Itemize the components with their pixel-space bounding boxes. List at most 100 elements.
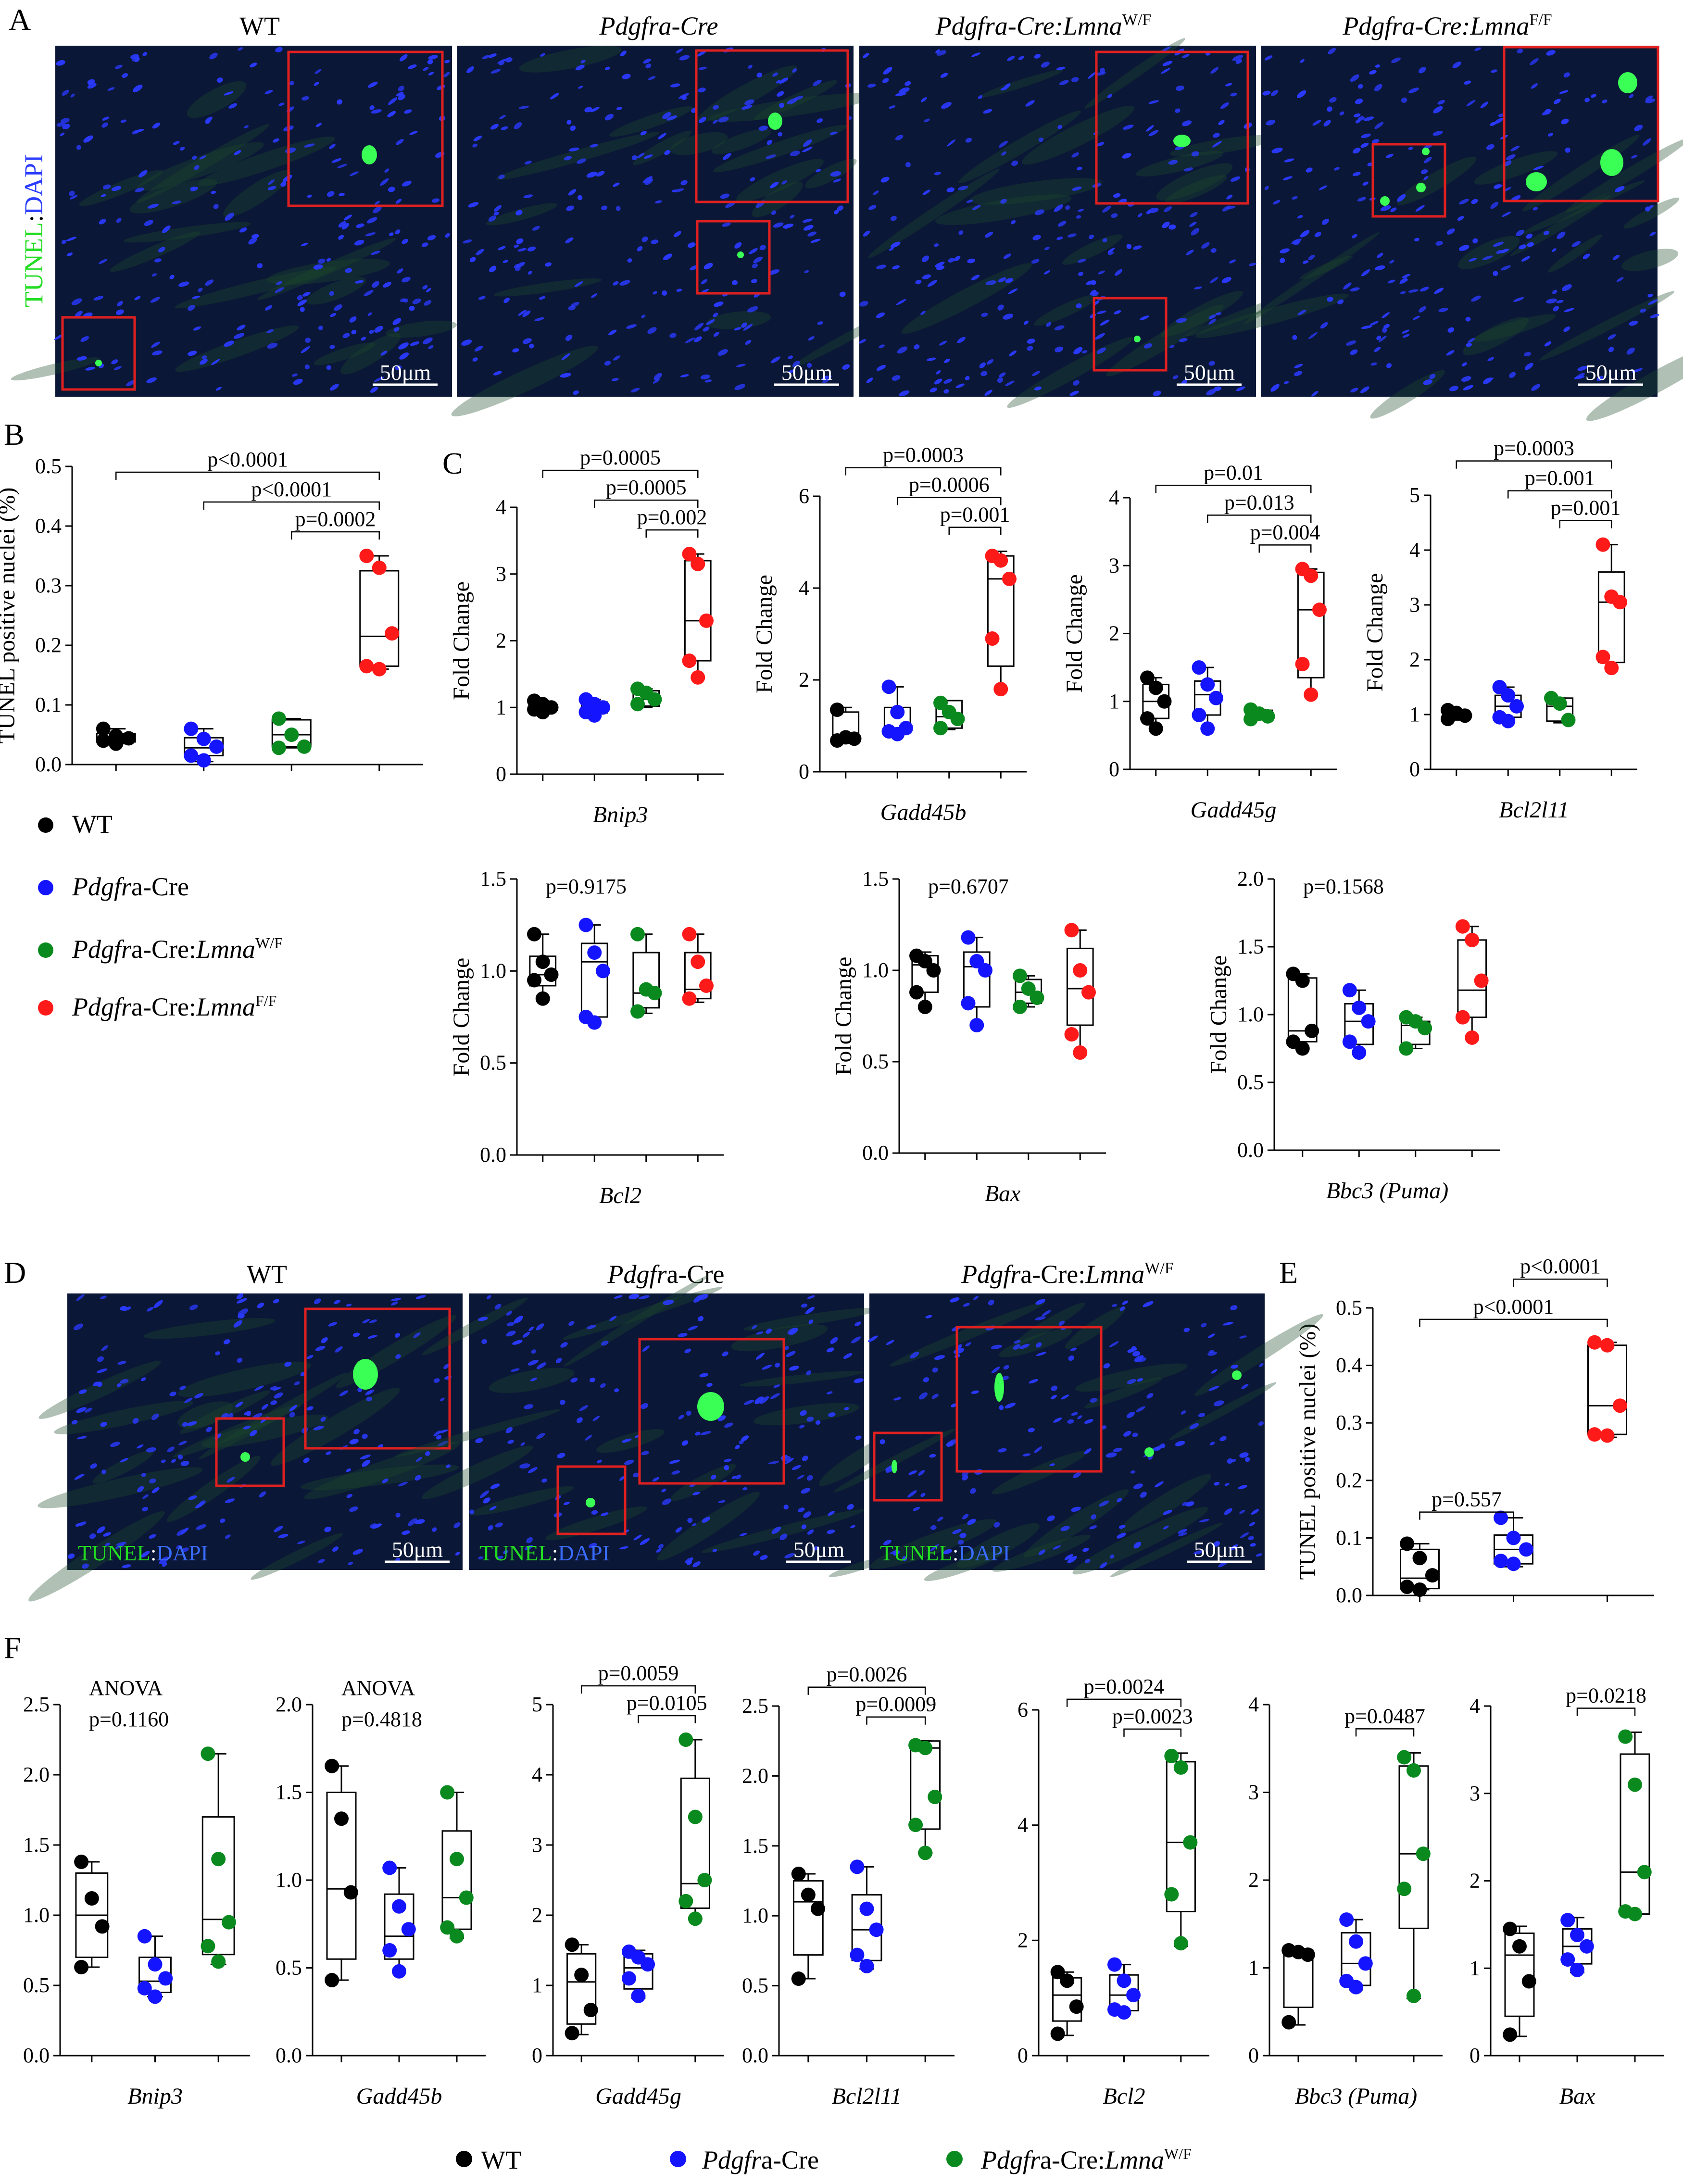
dapi-nucleus: [1098, 1500, 1109, 1507]
dapi-nucleus: [172, 201, 182, 204]
stain-dapi: DAPI: [157, 1541, 208, 1565]
y-tick-label: 0.5: [862, 1050, 889, 1073]
data-point: [1441, 712, 1456, 727]
tissue-streak: [304, 1442, 461, 1500]
significance-bracket: [1513, 1278, 1608, 1287]
dapi-nucleus: [1504, 160, 1512, 166]
dapi-nucleus: [899, 87, 910, 94]
data-point: [440, 1920, 455, 1935]
dapi-nucleus: [1547, 133, 1553, 137]
stain-tunel: TUNEL: [78, 1541, 151, 1565]
dapi-nucleus: [314, 69, 322, 75]
y-tick-label: 3: [496, 562, 506, 586]
dapi-nucleus: [362, 1318, 370, 1324]
dapi-nucleus: [1350, 388, 1358, 393]
data-point: [1295, 973, 1310, 988]
dapi-nucleus: [1510, 145, 1520, 151]
y-axis-label: Fold Change: [1206, 955, 1231, 1074]
dapi-nucleus: [958, 186, 968, 190]
dapi-nucleus: [813, 79, 822, 86]
box-group: [325, 1758, 358, 1988]
dapi-nucleus: [304, 364, 310, 370]
dapi-nucleus: [1374, 122, 1384, 129]
dapi-nucleus: [524, 161, 532, 165]
chart-note: ANOVA: [341, 1676, 415, 1700]
dapi-nucleus: [415, 1295, 426, 1299]
dapi-nucleus: [122, 1564, 132, 1568]
dapi-nucleus: [475, 1438, 483, 1443]
tissue-streak: [1243, 232, 1380, 325]
dapi-nucleus: [741, 1435, 749, 1442]
data-point: [535, 704, 550, 719]
x-axis-label: Gadd45b: [880, 800, 967, 825]
bottom-legend-wt: WT: [481, 2146, 521, 2174]
dapi-nucleus: [332, 1546, 339, 1552]
dapi-nucleus: [886, 1340, 894, 1345]
dapi-nucleus: [518, 310, 527, 316]
dapi-nucleus: [317, 258, 326, 264]
dapi-nucleus: [1086, 280, 1094, 285]
dapi-nucleus: [250, 1430, 257, 1437]
data-point: [1013, 968, 1028, 983]
tissue-streak: [1084, 1377, 1163, 1408]
dapi-nucleus: [274, 1525, 283, 1532]
dapi-nucleus: [1043, 270, 1050, 275]
dapi-nucleus: [688, 1325, 698, 1330]
box-group: [201, 1746, 236, 1969]
y-tick-label: 0: [1109, 757, 1119, 781]
dapi-nucleus: [1069, 390, 1079, 396]
data-point: [1260, 709, 1275, 724]
dapi-nucleus: [89, 1533, 96, 1539]
dapi-nucleus: [642, 1345, 650, 1352]
dapi-nucleus: [1005, 380, 1015, 386]
dapi-nucleus: [837, 205, 843, 211]
dapi-nucleus: [101, 1469, 107, 1474]
data-point: [284, 728, 299, 742]
data-point: [1570, 1928, 1584, 1943]
data-point: [1503, 1921, 1518, 1936]
panel-d-wf-ital2: Lmna: [1085, 1260, 1144, 1289]
panel-d-title-cre: Pdgfra-Cre: [607, 1260, 725, 1289]
data-point: [1117, 1973, 1131, 1988]
micrograph-bg: [55, 46, 452, 397]
dapi-nucleus: [1002, 1376, 1009, 1381]
data-point: [1300, 1947, 1315, 1962]
dapi-nucleus: [1308, 332, 1318, 339]
dapi-nucleus: [803, 225, 814, 231]
legend-ff-mid: a-Cre:: [131, 992, 196, 1021]
data-point: [211, 1954, 226, 1969]
bottom-legend: WT Pdgfra-Cre Pdgfra-Cre:LmnaW/F: [456, 2145, 1192, 2174]
dapi-nucleus: [669, 333, 677, 338]
dapi-nucleus: [144, 220, 153, 226]
legend-dot-wt: [38, 817, 53, 833]
dapi-nucleus: [233, 1320, 242, 1328]
tissue-streak: [1021, 105, 1134, 165]
tissue-streak: [752, 181, 803, 217]
dapi-nucleus: [76, 145, 81, 150]
data-point: [1509, 699, 1524, 714]
tissue-streak: [1623, 197, 1680, 229]
dapi-nucleus: [1154, 1481, 1164, 1488]
dapi-nucleus: [181, 1547, 189, 1552]
dapi-nucleus: [979, 362, 986, 368]
dapi-nucleus: [469, 1509, 475, 1515]
dapi-nucleus: [180, 1460, 189, 1466]
data-point: [297, 739, 312, 754]
dapi-nucleus: [627, 258, 632, 263]
dapi-nucleus: [1399, 277, 1407, 283]
dapi-nucleus: [918, 1392, 928, 1400]
p-value-label: p=0.0059: [598, 1661, 679, 1685]
significance-bracket: [948, 527, 1002, 535]
dapi-nucleus: [326, 258, 331, 262]
panel-d-cre-post: a-Cre: [667, 1260, 725, 1289]
dapi-nucleus: [1361, 269, 1370, 276]
dapi-nucleus: [473, 136, 482, 141]
dapi-nucleus: [596, 1459, 602, 1464]
dapi-nucleus: [1220, 102, 1229, 109]
dapi-nucleus: [1214, 1541, 1220, 1547]
dapi-nucleus: [1236, 386, 1245, 391]
data-point: [450, 1852, 464, 1867]
